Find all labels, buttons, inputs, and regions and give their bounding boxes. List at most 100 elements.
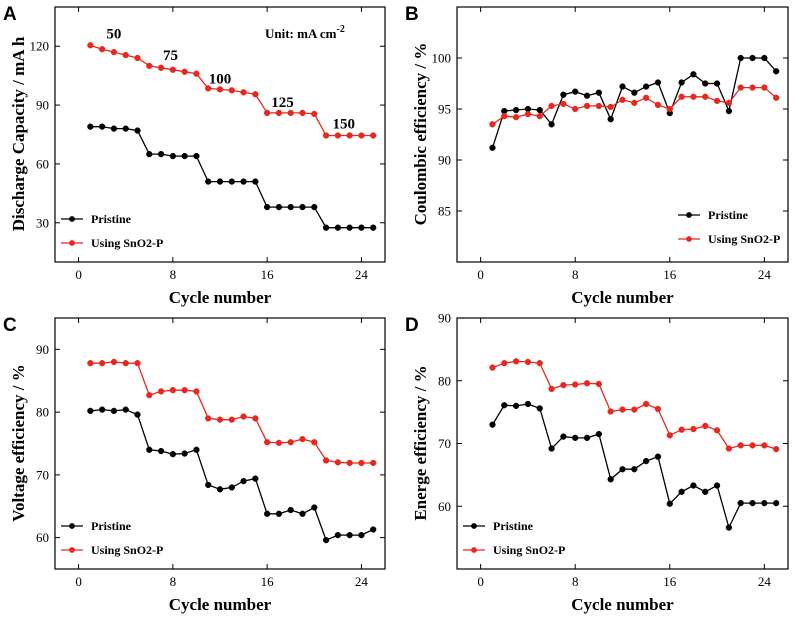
x-tick-label: 24 xyxy=(355,267,369,282)
data-point xyxy=(583,102,591,110)
data-point xyxy=(334,459,342,466)
legend-marker xyxy=(686,212,692,218)
data-point xyxy=(98,406,106,413)
data-point xyxy=(311,203,318,211)
x-axis-title: Cycle number xyxy=(571,288,674,307)
data-point xyxy=(205,178,212,185)
data-point xyxy=(98,46,106,53)
data-point xyxy=(346,531,353,539)
data-point xyxy=(87,123,94,130)
data-point xyxy=(713,97,721,104)
data-point xyxy=(595,102,603,110)
data-point xyxy=(654,79,662,86)
data-point xyxy=(560,433,567,440)
data-point xyxy=(358,459,365,467)
data-point xyxy=(322,457,330,464)
plot-frame xyxy=(54,317,386,570)
data-point xyxy=(299,203,306,211)
data-point xyxy=(146,446,153,453)
panel-label: C xyxy=(3,315,17,336)
data-point xyxy=(702,93,709,100)
legend: Pristine Using SnO2-P xyxy=(61,519,163,557)
data-point xyxy=(666,105,673,113)
x-tick-label: 16 xyxy=(663,574,677,589)
y-axis-title: Voltage efficiency / % xyxy=(9,364,28,522)
data-point xyxy=(572,88,579,95)
panel-label: B xyxy=(405,4,419,25)
data-point xyxy=(252,415,259,422)
y-axis-title: Energe efficiency / % xyxy=(411,365,430,520)
data-point xyxy=(690,482,697,489)
data-point xyxy=(334,224,342,231)
data-point xyxy=(240,89,247,96)
y-tick-label: 60 xyxy=(36,156,49,171)
unit-note-text: Unit: mA cm xyxy=(265,26,337,41)
data-point xyxy=(98,360,106,367)
unit-note-exponent: -2 xyxy=(337,24,345,35)
data-point xyxy=(489,144,496,151)
series-using-sno2-p xyxy=(87,42,377,139)
data-point xyxy=(749,54,756,62)
data-point xyxy=(489,421,496,428)
legend-label: Pristine xyxy=(708,208,749,222)
data-point xyxy=(642,83,650,90)
data-point xyxy=(619,406,626,413)
data-point xyxy=(216,486,224,493)
data-point xyxy=(228,178,235,185)
data-point xyxy=(548,121,555,128)
x-tick-label: 8 xyxy=(572,267,579,282)
data-point xyxy=(87,42,94,49)
data-point xyxy=(216,86,224,93)
data-point xyxy=(631,89,638,96)
data-point xyxy=(536,106,543,114)
y-axis-title: Coulombic efficiency / % xyxy=(411,43,430,226)
data-point xyxy=(489,121,496,128)
data-point xyxy=(654,101,662,109)
y-tick-label: 90 xyxy=(36,342,49,357)
data-point xyxy=(146,62,153,69)
data-point xyxy=(572,381,579,388)
data-point xyxy=(299,435,306,443)
data-point xyxy=(560,100,567,108)
y-tick-label: 85 xyxy=(438,204,451,219)
data-point xyxy=(642,94,650,101)
data-point xyxy=(287,506,294,514)
data-point xyxy=(134,360,141,367)
data-point xyxy=(607,116,614,123)
data-point xyxy=(737,54,744,62)
data-point xyxy=(263,510,271,517)
data-point xyxy=(512,106,520,114)
y-tick-label: 80 xyxy=(36,405,49,420)
data-point xyxy=(205,415,212,422)
series-pristine xyxy=(87,406,377,544)
plot-frame xyxy=(456,6,789,263)
data-point xyxy=(654,453,662,460)
data-point xyxy=(583,92,591,99)
data-point xyxy=(749,499,756,507)
data-point xyxy=(87,360,94,367)
data-point xyxy=(512,358,520,365)
data-point xyxy=(713,80,721,87)
data-point xyxy=(252,475,259,482)
y-tick-label: 70 xyxy=(36,467,49,482)
legend: Pristine Using SnO2-P xyxy=(463,519,565,557)
data-point xyxy=(122,125,129,132)
legend-label: Using SnO2-P xyxy=(708,232,780,246)
legend-marker xyxy=(471,523,477,529)
data-point xyxy=(275,439,283,447)
data-point xyxy=(501,112,508,120)
data-point xyxy=(122,360,129,367)
data-point xyxy=(311,439,318,446)
chart-panel-c: C 0 8 16 24 60 70 80 90 Cycle number Voltage effic… xyxy=(3,315,386,614)
data-point xyxy=(631,406,638,413)
chart-panel-a: A 0 8 16 24 30 60 90 120 Cycle number Discharge Ca… xyxy=(3,4,386,307)
data-point xyxy=(322,536,330,544)
data-point xyxy=(607,476,614,483)
series-pristine xyxy=(489,400,780,531)
series-line xyxy=(491,403,777,530)
data-point xyxy=(98,123,106,130)
y-tick-label: 60 xyxy=(36,530,49,545)
data-point xyxy=(619,83,626,90)
data-point xyxy=(322,132,330,139)
data-point xyxy=(773,68,780,75)
